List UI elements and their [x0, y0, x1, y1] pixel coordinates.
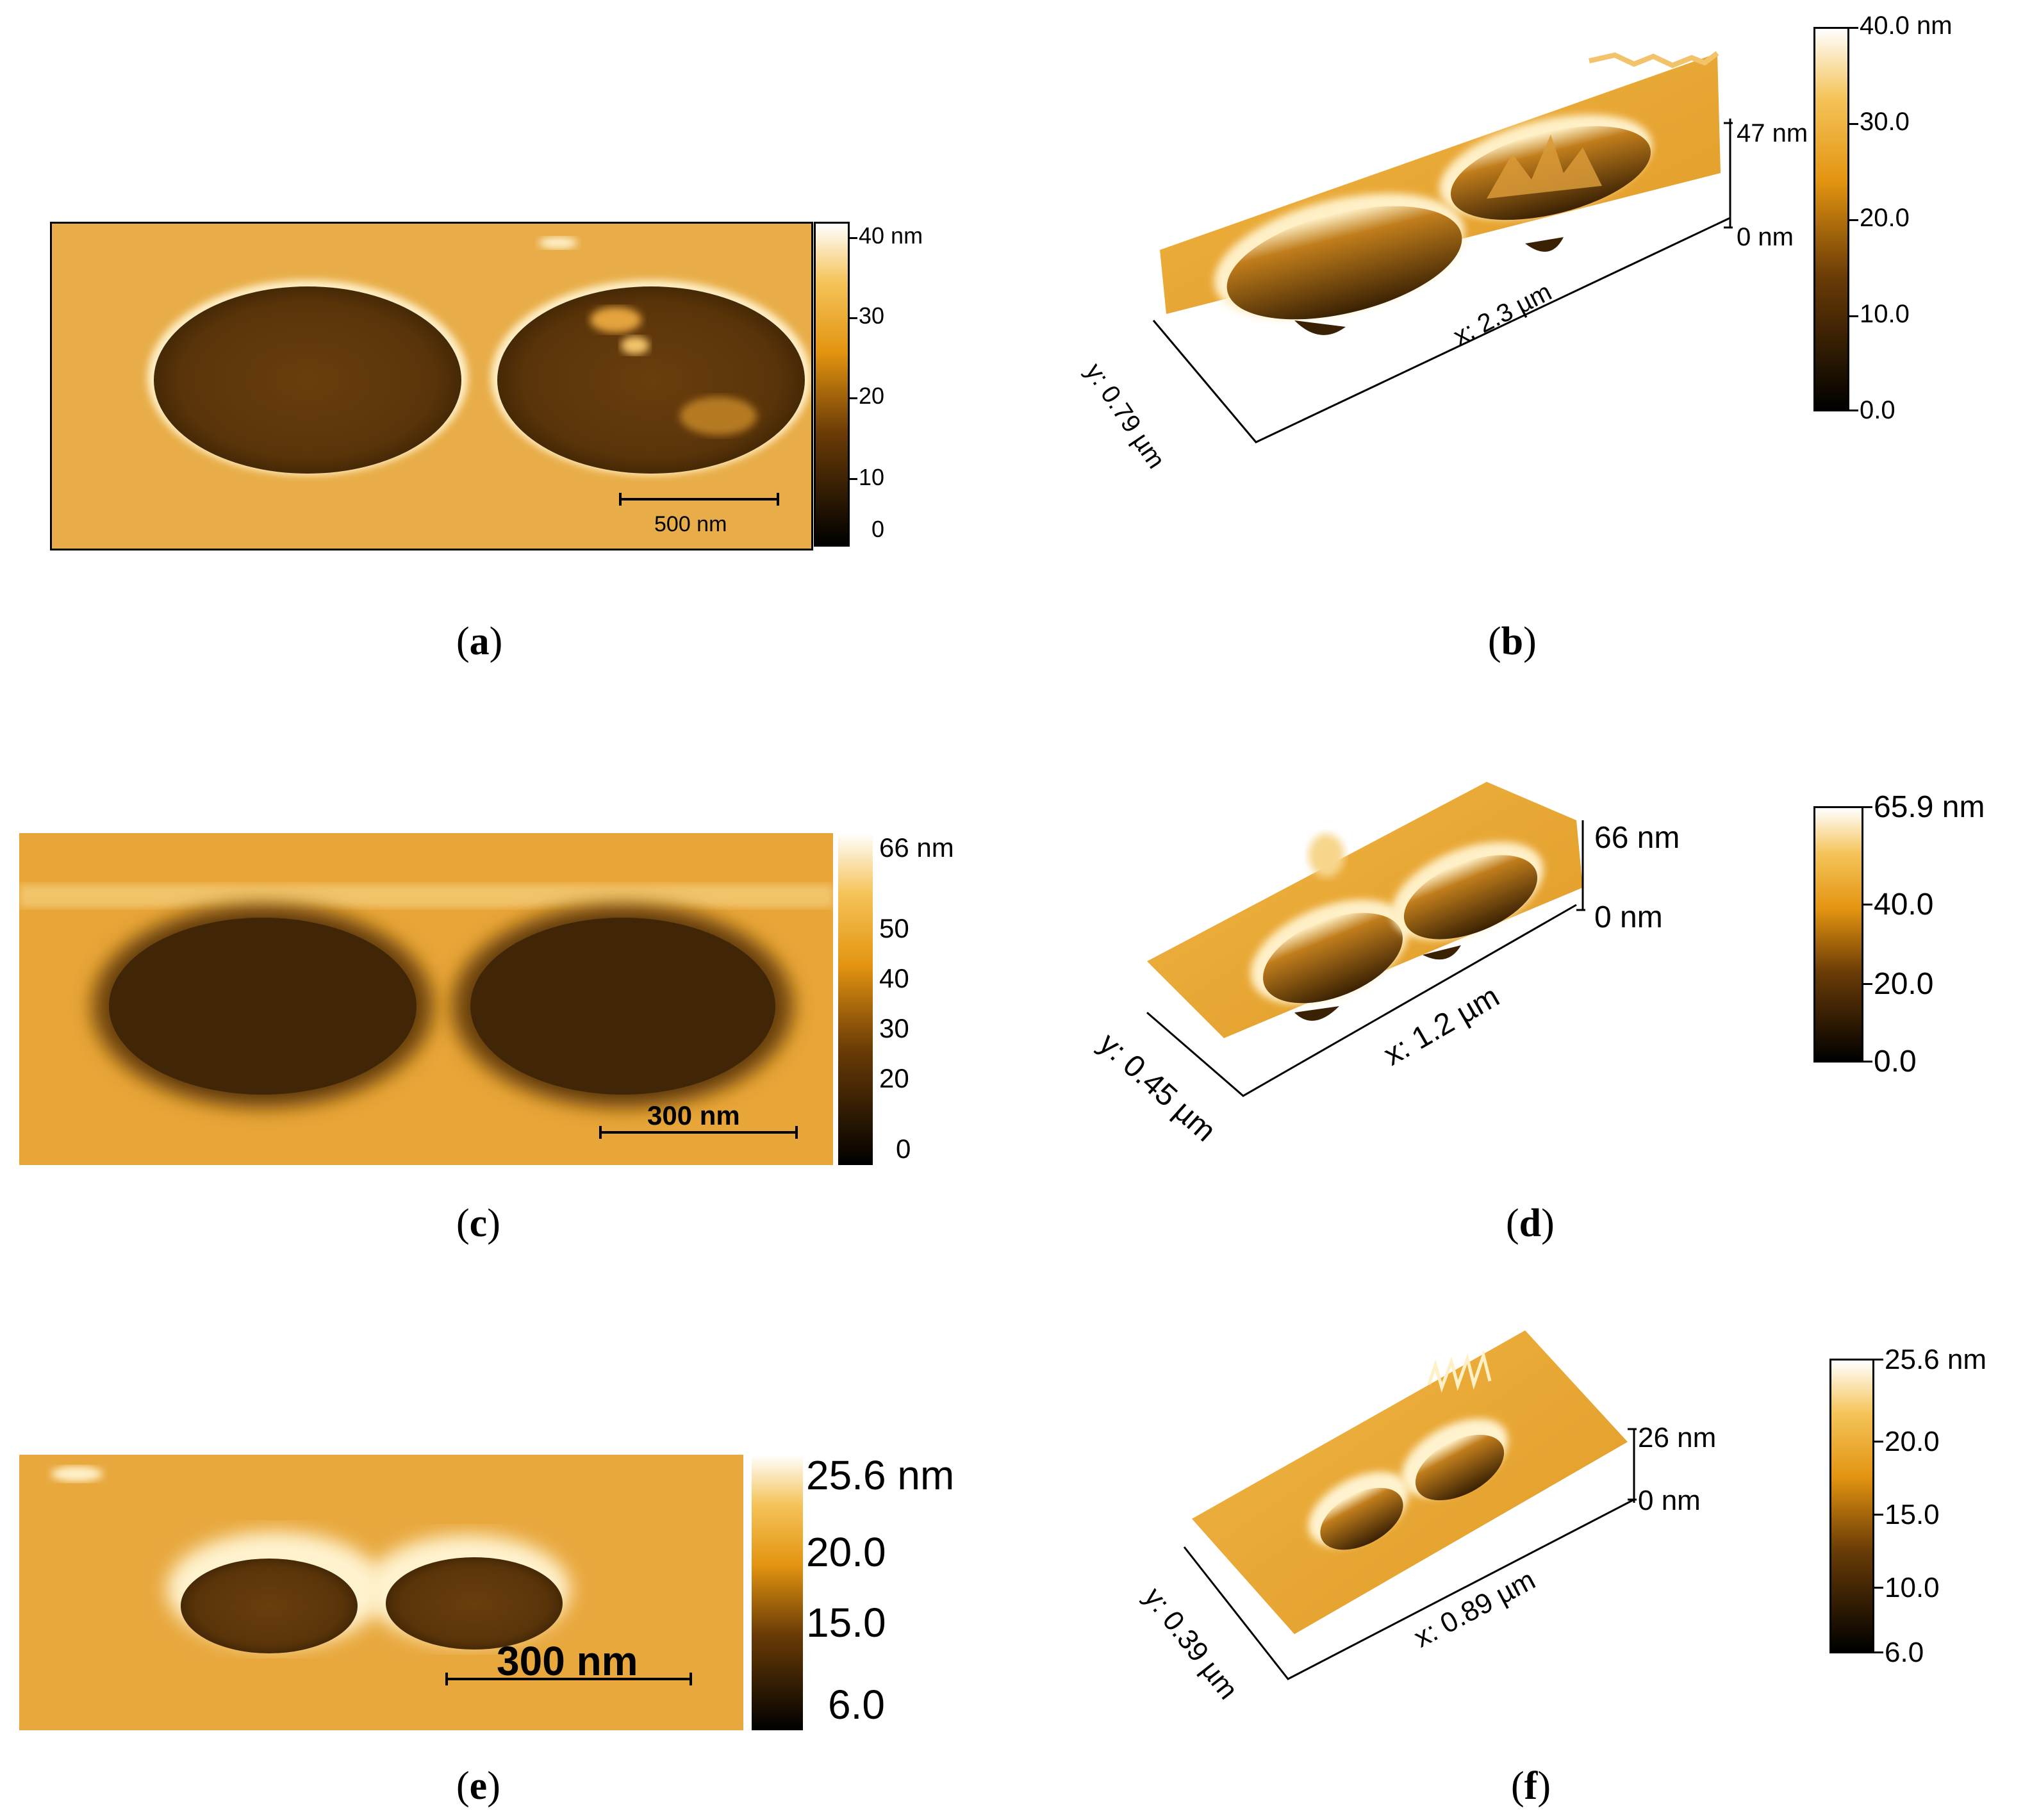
caption-e: (e) [456, 1764, 500, 1808]
z-bottom-label-d: 0 nm [1594, 900, 1663, 934]
afm-image-a: 500 nm [50, 222, 813, 550]
afm-image-c: 300 nm [19, 833, 833, 1165]
z-top-label-f: 26 nm [1638, 1422, 1717, 1453]
colorbar-a-tick-4: 0 [871, 516, 885, 542]
colorbar-c-tick-1: 50 [879, 913, 909, 943]
colorbar-f-tick-0: 25.6 nm [1885, 1344, 1986, 1375]
axes-3d-b [1152, 119, 1733, 443]
colorbar-a-tick-1: 30 [859, 302, 885, 329]
caption-f: (f) [1511, 1764, 1551, 1808]
caption-a: (a) [456, 620, 503, 663]
colorbar-b-tick-2: 20.0 [1860, 204, 1910, 232]
colorbar-f-tick-3: 10.0 [1885, 1572, 1940, 1603]
caption-d: (d) [1506, 1202, 1555, 1245]
colorbar-f-tick-1: 20.0 [1885, 1426, 1940, 1457]
scale-bar-label-e: 300 nm [497, 1638, 638, 1684]
scale-bar-a [619, 493, 779, 506]
z-bottom-label-b: 0 nm [1737, 223, 1794, 251]
colorbar-b-tick-3: 10.0 [1860, 300, 1910, 328]
colorbar-c-tick-2: 40 [879, 963, 909, 993]
afm-3d-surface-b [1141, 51, 1749, 449]
scale-bar-label-a: 500 nm [654, 512, 727, 536]
caption-b: (b) [1488, 620, 1537, 663]
scale-bar-label-c: 300 nm [647, 1100, 740, 1130]
colorbar-c-tick-5: 0 [896, 1134, 911, 1164]
caption-c: (c) [456, 1202, 500, 1245]
z-top-label-b: 47 nm [1737, 119, 1808, 147]
colorbar-e-tick-2: 15.0 [806, 1600, 886, 1646]
afm-image-e: 300 nm [19, 1455, 743, 1730]
colorbar-a-tick-0: 40 nm [859, 222, 923, 249]
colorbar-f-tick-4: 6.0 [1885, 1637, 1924, 1668]
colorbar-c-tick-4: 20 [879, 1063, 909, 1093]
colorbar-f [1829, 1359, 1874, 1653]
colorbar-f-tick-2: 15.0 [1885, 1499, 1940, 1530]
colorbar-a [814, 222, 850, 547]
colorbar-d-tick-1: 40.0 [1874, 888, 1934, 922]
colorbar-e [752, 1455, 803, 1730]
scale-bar-e [445, 1673, 692, 1685]
colorbar-c-tick-3: 30 [879, 1013, 909, 1043]
afm-3d-surface-d [1134, 775, 1596, 1109]
afm-3d-surface-f [1185, 1327, 1634, 1647]
colorbar-a-tick-3: 10 [859, 464, 885, 490]
colorbar-d-tick-0: 65.9 nm [1874, 790, 1985, 824]
axes-3d-d [1146, 820, 1585, 1097]
colorbar-a-tick-2: 20 [859, 383, 885, 409]
colorbar-d-tick-2: 20.0 [1874, 967, 1934, 1001]
z-top-label-d: 66 nm [1594, 821, 1680, 855]
axes-3d-f [1183, 1428, 1637, 1680]
colorbar-d-tick-3: 0.0 [1874, 1045, 1917, 1079]
colorbar-d [1813, 806, 1863, 1063]
scale-bar-c [599, 1126, 798, 1139]
z-bottom-label-f: 0 nm [1638, 1485, 1701, 1516]
colorbar-b-tick-4: 0.0 [1860, 396, 1895, 424]
colorbar-b-tick-0: 40.0 nm [1860, 12, 1953, 40]
colorbar-e-tick-0: 25.6 nm [806, 1452, 955, 1498]
colorbar-e-tick-1: 20.0 [806, 1529, 886, 1575]
colorbar-b [1813, 27, 1849, 411]
colorbar-e-tick-3: 6.0 [828, 1682, 885, 1728]
colorbar-c-tick-0: 66 nm [879, 832, 954, 863]
colorbar-c [838, 833, 873, 1165]
colorbar-b-tick-1: 30.0 [1860, 108, 1910, 136]
